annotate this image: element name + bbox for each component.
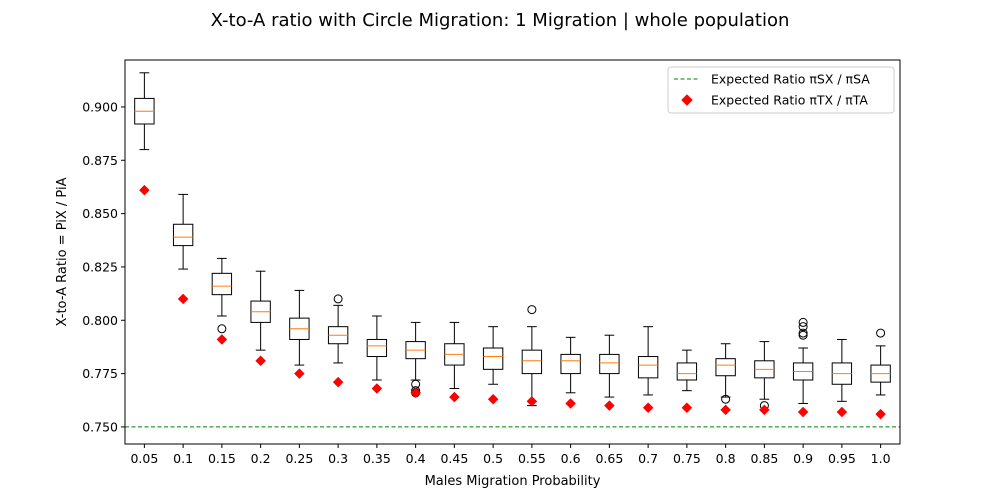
x-axis-label: Males Migration Probability [425, 474, 601, 489]
box-0.4 [405, 321, 426, 398]
y-tick-label: 0.875 [82, 153, 118, 168]
expected-tx-ta-marker [681, 402, 693, 414]
box-0.3 [327, 294, 349, 364]
y-tick-label: 0.800 [82, 313, 118, 328]
x-tick-label: 0.25 [285, 451, 313, 466]
x-tick-label: 0.35 [363, 451, 391, 466]
expected-tx-ta-marker [797, 406, 809, 418]
legend-diamond-swatch [681, 94, 693, 106]
x-tick-label: 0.2 [251, 451, 271, 466]
y-axis-label: X-to-A Ratio = PiX / PiA [55, 177, 70, 326]
legend-label: Expected Ratio πTX / πTA [711, 93, 868, 108]
box-0.9 [792, 317, 814, 404]
x-tick-label: 0.65 [595, 451, 623, 466]
box-0.05 [134, 72, 155, 151]
x-tick-label: 0.1 [173, 451, 193, 466]
x-tick-label: 1.0 [871, 451, 891, 466]
box-0.45 [444, 321, 465, 390]
x-tick-label: 0.75 [673, 451, 701, 466]
x-tick-label: 0.5 [483, 451, 503, 466]
x-tick-label: 0.9 [793, 451, 813, 466]
x-tick-label: 0.3 [328, 451, 348, 466]
expected-tx-ta-marker [255, 355, 266, 367]
box-0.35 [366, 315, 388, 381]
expected-tx-ta-marker [565, 398, 576, 409]
axes-frame [124, 59, 901, 445]
expected-tx-ta-marker [294, 368, 305, 379]
iqr-box [366, 338, 388, 358]
expected-tx-ta-marker [371, 383, 383, 394]
box-0.25 [289, 289, 310, 366]
outlier-point [876, 328, 886, 338]
x-tick-label: 0.7 [638, 451, 658, 466]
x-tick-label: 0.15 [208, 451, 236, 466]
expected-tx-ta-marker [526, 395, 538, 407]
expected-tx-ta-marker [642, 402, 654, 414]
expected-tx-ta-marker [449, 391, 460, 403]
outlier-point [798, 322, 808, 332]
iqr-box [172, 223, 194, 247]
legend-label: Expected Ratio πSX / πSA [711, 72, 870, 87]
iqr-box [482, 347, 504, 370]
iqr-box [637, 356, 659, 379]
expected-tx-ta-marker [875, 408, 886, 420]
plot-area: 0.750 0.775 0.800 0.825 0.850 0.875 0.900 0.05 0… [82, 59, 901, 466]
x-tick-label: 0.6 [561, 451, 581, 466]
y-tick-label: 0.850 [82, 206, 118, 221]
outlier-point [721, 394, 731, 404]
iqr-box [676, 362, 698, 381]
y-tick-label: 0.825 [82, 259, 118, 274]
x-tick-label: 0.55 [518, 451, 546, 466]
outlier-point [217, 324, 227, 334]
iqr-box [211, 272, 233, 296]
box-0.1 [172, 193, 194, 270]
box-0.15 [211, 257, 233, 334]
x-tick-label: 0.8 [716, 451, 736, 466]
x-tick-label: 0.4 [406, 451, 426, 466]
x-tick-label: 0.95 [828, 451, 856, 466]
outlier-point [798, 330, 808, 340]
expected-tx-ta-marker [487, 393, 499, 405]
expected-tx-ta-marker [332, 376, 344, 388]
legend: Expected Ratio πSX / πSA Expected Ratio π… [667, 66, 895, 114]
box-0.8 [715, 343, 736, 404]
box-0.55 [521, 305, 543, 407]
legend-frame [667, 66, 895, 114]
chart-title: X-to-A ratio with Circle Migration: 1 Mi… [211, 10, 790, 31]
expected-tx-ta-marker [139, 184, 150, 196]
x-tick-label: 0.85 [750, 451, 778, 466]
y-tick-label: 0.900 [82, 99, 118, 114]
iqr-box [599, 353, 620, 375]
iqr-box [715, 358, 736, 377]
expected-tx-ta-marker [759, 404, 770, 416]
box-0.75 [676, 349, 698, 392]
outlier-point [333, 294, 343, 304]
expected-tx-ta-marker [836, 406, 848, 418]
x-tick-label: 0.45 [440, 451, 468, 466]
box-0.5 [482, 326, 504, 385]
box-1.0 [870, 328, 891, 396]
iqr-box [560, 353, 581, 375]
outlier-point [527, 305, 537, 315]
box-0.2 [250, 270, 271, 351]
box-0.6 [560, 336, 581, 394]
box-0.95 [831, 338, 853, 402]
box-0.7 [637, 326, 659, 396]
y-tick-label: 0.750 [82, 419, 118, 434]
expected-tx-ta-marker [410, 387, 421, 399]
outlier-point [798, 328, 808, 338]
outlier-point [798, 317, 808, 327]
box-0.65 [599, 334, 620, 398]
x-tick-label: 0.05 [130, 451, 158, 466]
iqr-box [521, 349, 543, 375]
expected-tx-ta-marker [216, 334, 228, 345]
expected-tx-ta-marker [177, 293, 189, 305]
expected-tx-ta-marker [720, 404, 731, 416]
box-0.85 [754, 341, 775, 411]
expected-tx-ta-marker [604, 400, 615, 411]
y-tick-label: 0.775 [82, 366, 118, 381]
